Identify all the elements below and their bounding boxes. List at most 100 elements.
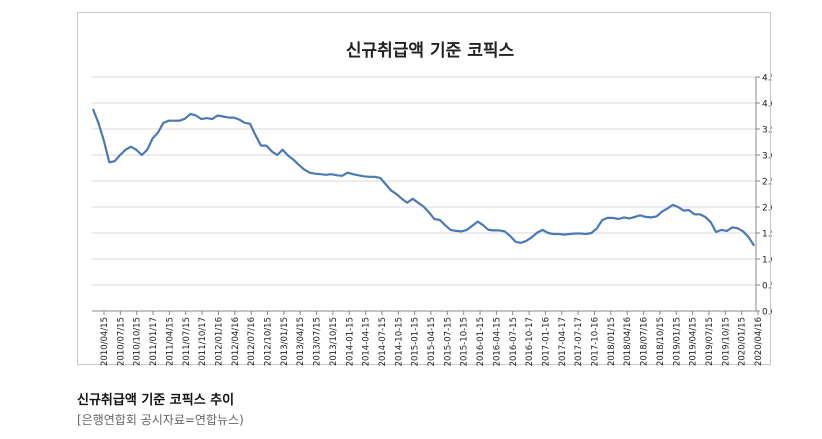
data-point	[157, 132, 159, 134]
data-point	[303, 169, 305, 171]
data-point	[347, 172, 349, 174]
x-tick-label: 2019/04/15	[689, 317, 699, 366]
data-point	[206, 117, 208, 119]
data-point	[720, 229, 723, 231]
data-point	[677, 206, 679, 208]
x-tick-label: 2017-01-16	[541, 317, 551, 366]
data-point	[368, 176, 370, 178]
data-point	[569, 233, 571, 235]
data-point	[162, 122, 164, 124]
data-point	[748, 236, 750, 238]
x-tick-label: 2010/10/15	[133, 317, 143, 366]
x-tick-label: 2012/10/15	[264, 317, 274, 366]
data-point	[433, 218, 435, 220]
data-point	[363, 175, 365, 177]
data-point	[487, 229, 490, 231]
data-point	[222, 115, 224, 118]
data-point	[645, 216, 647, 218]
data-point	[715, 231, 717, 233]
x-tick-label: 2013/01/15	[280, 317, 290, 366]
data-point	[168, 120, 170, 122]
x-tick-label: 2013/10/15	[329, 317, 339, 366]
data-point	[114, 160, 116, 162]
data-point	[666, 208, 668, 210]
x-tick-label: 2019/07/15	[705, 317, 715, 366]
data-point	[580, 232, 582, 235]
data-point	[92, 108, 94, 110]
data-point	[650, 216, 652, 218]
data-point	[585, 233, 587, 235]
data-point	[428, 211, 430, 213]
line-chart: 신규취급액 기준 코픽스 0.00 0.50 1.00 1.50 2.00 2.50 3.0…	[91, 40, 772, 366]
data-point	[655, 215, 658, 217]
y-tick-label: 2.50	[762, 178, 772, 188]
data-point	[710, 221, 712, 223]
data-point	[195, 114, 197, 117]
figure-caption: 신규취급액 기준 코픽스 추이	[77, 393, 235, 408]
data-point	[97, 122, 99, 124]
chart-frame: 신규취급액 기준 코픽스 0.00 0.50 1.00 1.50 2.00 2.50 3.0…	[77, 12, 772, 366]
y-tick-label: 4.50	[762, 74, 772, 84]
data-point	[466, 229, 468, 231]
data-point	[542, 229, 544, 231]
x-tick-label: 2013/04/15	[296, 317, 306, 366]
data-point	[184, 118, 186, 120]
data-point	[493, 229, 495, 231]
data-point	[124, 149, 127, 151]
data-point	[704, 216, 706, 218]
chart-title: 신규취급액 기준 코픽스	[346, 40, 515, 61]
data-point	[444, 224, 446, 226]
data-point	[520, 242, 522, 244]
y-tick-label: 3.50	[762, 126, 772, 136]
x-tick-label: 2018/01/15	[607, 317, 617, 366]
data-point	[238, 119, 240, 121]
series-line	[91, 108, 755, 247]
data-point	[227, 117, 230, 119]
x-tick-label: 2010/07/15	[116, 317, 126, 366]
x-tick-label: 2016-07-15	[509, 317, 519, 366]
data-point	[450, 229, 452, 231]
x-tick-label: 2014-04-15	[362, 317, 372, 366]
data-point	[574, 232, 576, 235]
data-point	[390, 189, 392, 191]
y-tick-label: 2.00	[762, 204, 772, 214]
data-point	[135, 149, 137, 151]
data-point	[309, 172, 311, 174]
data-point	[314, 173, 316, 175]
data-point	[693, 213, 696, 215]
x-tick-label: 2015-07-15	[443, 317, 453, 366]
data-point	[320, 173, 322, 175]
data-point	[596, 227, 598, 229]
x-tick-label: 2017-04-17	[558, 317, 568, 366]
data-point	[244, 122, 246, 124]
data-point	[422, 205, 425, 208]
x-tick-label: 2010/04/15	[100, 317, 110, 366]
x-tick-label: 2014-01-15	[345, 317, 355, 366]
x-tick-label: 2015-10-15	[460, 317, 470, 366]
data-point	[352, 173, 354, 175]
data-point	[477, 221, 479, 223]
data-point	[412, 198, 414, 200]
data-point	[661, 211, 663, 213]
x-tick-label: 2020/04/16	[754, 317, 764, 366]
data-point	[146, 149, 148, 151]
x-tick-label: 2011/01/17	[149, 317, 159, 366]
data-point	[406, 202, 408, 204]
data-point	[742, 230, 744, 232]
data-point	[515, 241, 517, 243]
y-tick-label: 4.00	[762, 100, 772, 110]
x-tick-label: 2012/01/16	[214, 317, 224, 366]
x-tick-label: 2012/04/16	[231, 317, 241, 366]
data-point	[753, 244, 755, 247]
data-point	[417, 202, 419, 204]
data-point	[672, 204, 674, 206]
data-point	[119, 154, 121, 156]
x-tick-label: 2018/07/16	[640, 317, 650, 366]
data-point	[141, 154, 143, 156]
data-point	[249, 123, 251, 125]
data-point	[401, 198, 403, 200]
y-tick-label: 0.00	[762, 308, 772, 318]
data-point	[108, 161, 110, 163]
data-point	[298, 164, 300, 166]
data-point	[628, 217, 631, 219]
